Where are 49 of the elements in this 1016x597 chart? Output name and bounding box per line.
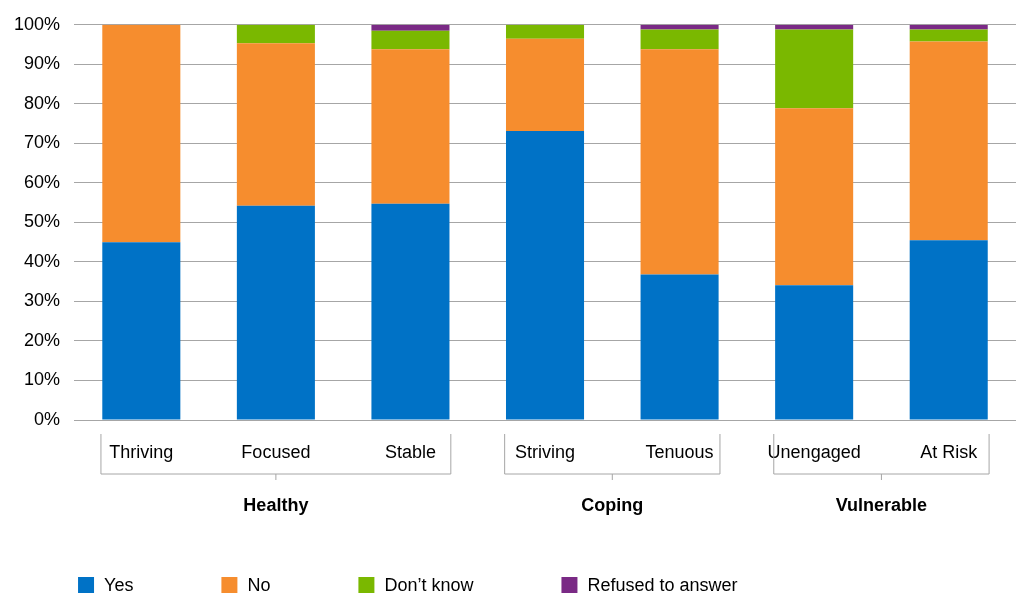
y-tick-label: 20% bbox=[24, 329, 61, 350]
x-tick-label: Unengaged bbox=[767, 441, 861, 462]
x-tick-label: Tenuous bbox=[645, 441, 714, 462]
x-tick-label: Thriving bbox=[109, 441, 174, 462]
bar bbox=[102, 24, 181, 243]
bar bbox=[909, 29, 988, 42]
bar bbox=[909, 41, 988, 241]
y-tick-label: 80% bbox=[24, 92, 61, 113]
x-tick-label: Focused bbox=[241, 441, 311, 462]
text: Vulnerable bbox=[835, 494, 928, 515]
y-tick-label: 10% bbox=[24, 369, 61, 390]
bar bbox=[505, 38, 585, 132]
bar bbox=[505, 24, 585, 39]
bar bbox=[640, 24, 719, 30]
y-tick-label: 60% bbox=[24, 171, 61, 192]
bar bbox=[909, 240, 988, 420]
x-tick-label: Stable bbox=[384, 441, 436, 462]
y-tick-label: 70% bbox=[24, 132, 61, 153]
bar bbox=[371, 24, 450, 31]
legend-label: Refused to answer bbox=[587, 574, 738, 595]
y-tick-label: 90% bbox=[24, 53, 61, 74]
bar bbox=[236, 24, 315, 44]
bar bbox=[640, 49, 719, 275]
legend-label: Don’t know bbox=[384, 574, 475, 595]
y-tick-label: 30% bbox=[24, 290, 61, 311]
bar bbox=[775, 108, 854, 286]
bar bbox=[640, 274, 719, 420]
bar bbox=[371, 30, 450, 50]
y-tick-label: 0% bbox=[34, 408, 61, 429]
bar bbox=[775, 24, 854, 30]
y-tick-label: 100% bbox=[13, 13, 61, 34]
x-tick-label: At Risk bbox=[920, 441, 979, 462]
text: Healthy bbox=[243, 494, 309, 515]
bar bbox=[505, 131, 585, 420]
bar bbox=[909, 24, 988, 30]
bar bbox=[371, 203, 450, 420]
x-tick-label: Striving bbox=[515, 441, 576, 462]
bar bbox=[236, 205, 315, 420]
y-tick-label: 50% bbox=[24, 211, 61, 232]
bar bbox=[775, 29, 854, 109]
legend-label: No bbox=[247, 574, 271, 595]
legend-label: Yes bbox=[104, 574, 134, 595]
bar bbox=[640, 29, 719, 50]
bar bbox=[236, 43, 315, 206]
bar bbox=[102, 242, 181, 420]
text: Coping bbox=[581, 494, 644, 515]
bar bbox=[371, 49, 450, 204]
bar bbox=[775, 285, 854, 420]
y-tick-label: 40% bbox=[24, 250, 61, 271]
